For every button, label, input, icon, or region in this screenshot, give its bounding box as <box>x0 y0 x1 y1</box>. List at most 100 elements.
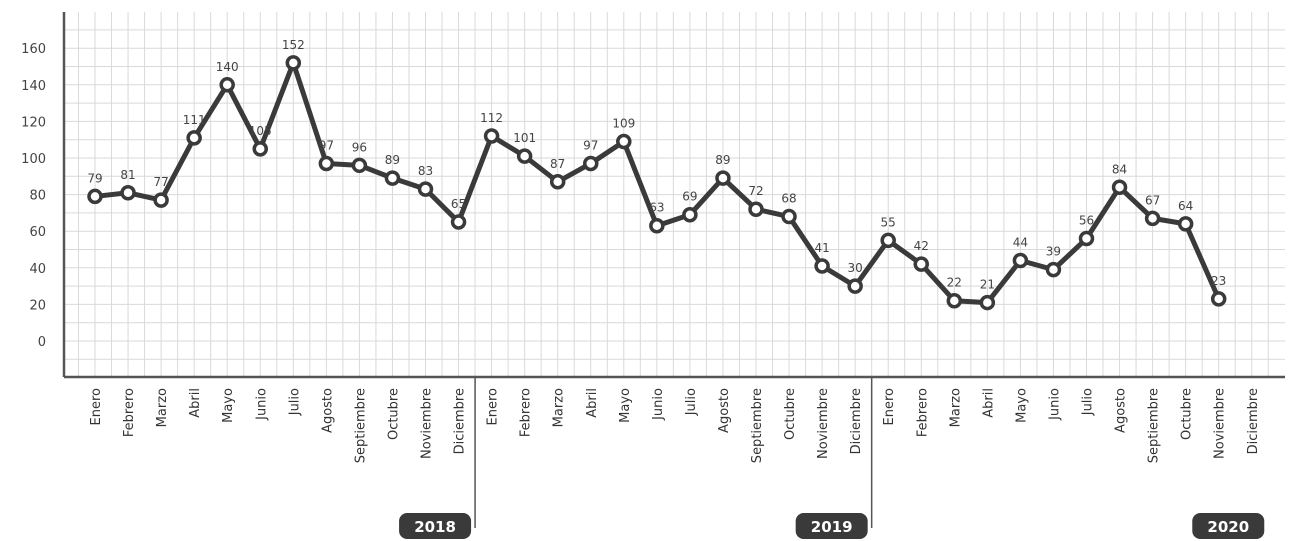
data-point <box>616 133 632 150</box>
data-label: 96 <box>352 140 367 154</box>
data-point <box>748 201 764 217</box>
data-point <box>549 174 566 190</box>
data-label: 79 <box>87 171 102 185</box>
x-tick-label: Julio <box>287 388 302 416</box>
data-point <box>1012 252 1029 269</box>
data-label: 69 <box>682 190 697 204</box>
data-label: 39 <box>1046 245 1061 259</box>
data-point <box>847 278 863 294</box>
data-point <box>979 294 996 311</box>
x-tick-label: Junio <box>254 388 269 421</box>
x-tick-label: Enero <box>89 388 104 426</box>
y-tick-label: 120 <box>21 115 46 130</box>
x-tick-label: Agosto <box>1114 388 1129 433</box>
x-tick-label: Noviembre <box>420 388 435 459</box>
x-axis-ticks: Enero Febrero Marzo Abril Mayo Junio Julio Agos… <box>89 388 1261 463</box>
data-point <box>814 258 830 274</box>
data-point <box>219 77 235 93</box>
data-point <box>1210 291 1227 307</box>
data-label: 111 <box>183 113 206 127</box>
year-label: 2019 <box>811 518 853 536</box>
data-label: 68 <box>781 192 796 206</box>
data-point <box>715 170 731 186</box>
x-tick-label: Diciembre <box>849 388 864 454</box>
data-point <box>1045 261 1062 278</box>
data-point <box>384 170 401 186</box>
axes <box>62 12 1285 379</box>
y-tick-label: 80 <box>29 189 46 204</box>
data-point <box>417 181 434 197</box>
x-tick-label: Abril <box>981 388 996 418</box>
x-tick-label: Marzo <box>948 388 963 427</box>
x-tick-label: Febrero <box>915 388 930 437</box>
data-point <box>583 155 599 172</box>
data-label: 112 <box>480 111 503 125</box>
x-tick-label: Mayo <box>1014 388 1029 423</box>
x-tick-label: Agosto <box>320 388 335 433</box>
data-label: 64 <box>1178 199 1193 213</box>
data-label: 97 <box>319 138 334 152</box>
data-label: 140 <box>216 60 239 74</box>
y-tick-label: 140 <box>21 79 46 94</box>
data-label: 44 <box>1013 235 1028 249</box>
x-tick-label: Marzo <box>155 388 170 427</box>
data-point <box>516 148 533 164</box>
x-tick-label: Enero <box>486 388 501 426</box>
x-tick-label: Abril <box>585 388 600 418</box>
data-label: 89 <box>715 153 730 167</box>
data-label: 97 <box>583 138 598 152</box>
year-badge <box>795 513 868 539</box>
data-point <box>880 232 896 249</box>
data-point <box>318 155 335 172</box>
data-label: 41 <box>814 241 829 255</box>
x-tick-label: Junio <box>1047 388 1062 421</box>
x-tick-label: Diciembre <box>1246 388 1261 454</box>
year-label: 2020 <box>1207 518 1249 536</box>
year-label: 2018 <box>414 518 456 536</box>
data-label: 21 <box>980 278 995 292</box>
data-label: 63 <box>649 201 664 215</box>
x-tick-label: Septiembre <box>750 388 765 463</box>
data-point <box>1111 179 1128 196</box>
data-label: 30 <box>848 261 863 275</box>
data-point <box>351 157 368 174</box>
x-tick-label: Septiembre <box>353 388 368 463</box>
x-tick-label: Agosto <box>717 388 732 433</box>
data-label: 65 <box>451 197 466 211</box>
data-label: 152 <box>282 38 305 52</box>
data-point <box>120 185 136 201</box>
data-point <box>186 130 202 146</box>
year-badge <box>399 513 472 539</box>
data-label: 87 <box>550 157 565 171</box>
data-label: 77 <box>153 175 168 189</box>
data-point <box>285 55 302 71</box>
data-label: 84 <box>1112 162 1127 176</box>
x-tick-label: Octubre <box>783 388 798 440</box>
x-tick-label: Junio <box>651 388 666 421</box>
data-points <box>87 55 1227 311</box>
x-tick-label: Febrero <box>122 388 137 437</box>
data-label: 42 <box>914 239 929 253</box>
data-label: 67 <box>1145 193 1160 207</box>
x-tick-label: Septiembre <box>1147 388 1162 463</box>
data-labels: 79 81 77 111 140 105 152 97 96 89 83 65 112 101 87 97 10… <box>87 38 1226 292</box>
data-point <box>483 128 500 144</box>
x-tick-label: Noviembre <box>1213 388 1228 459</box>
x-tick-label: Febrero <box>519 388 534 437</box>
data-point <box>649 217 665 234</box>
y-tick-label: 60 <box>29 225 46 240</box>
data-label: 23 <box>1211 274 1226 288</box>
data-label: 83 <box>418 164 433 178</box>
data-point <box>153 192 169 208</box>
data-label: 56 <box>1079 214 1094 228</box>
data-label: 72 <box>748 184 763 198</box>
y-tick-label: 40 <box>29 262 46 277</box>
x-tick-label: Julio <box>1081 388 1096 416</box>
x-tick-label: Abril <box>188 388 203 418</box>
y-tick-label: 100 <box>21 152 46 167</box>
data-point <box>450 214 467 230</box>
data-point <box>1078 230 1095 247</box>
y-tick-label: 160 <box>21 42 46 57</box>
data-label: 109 <box>612 117 635 131</box>
